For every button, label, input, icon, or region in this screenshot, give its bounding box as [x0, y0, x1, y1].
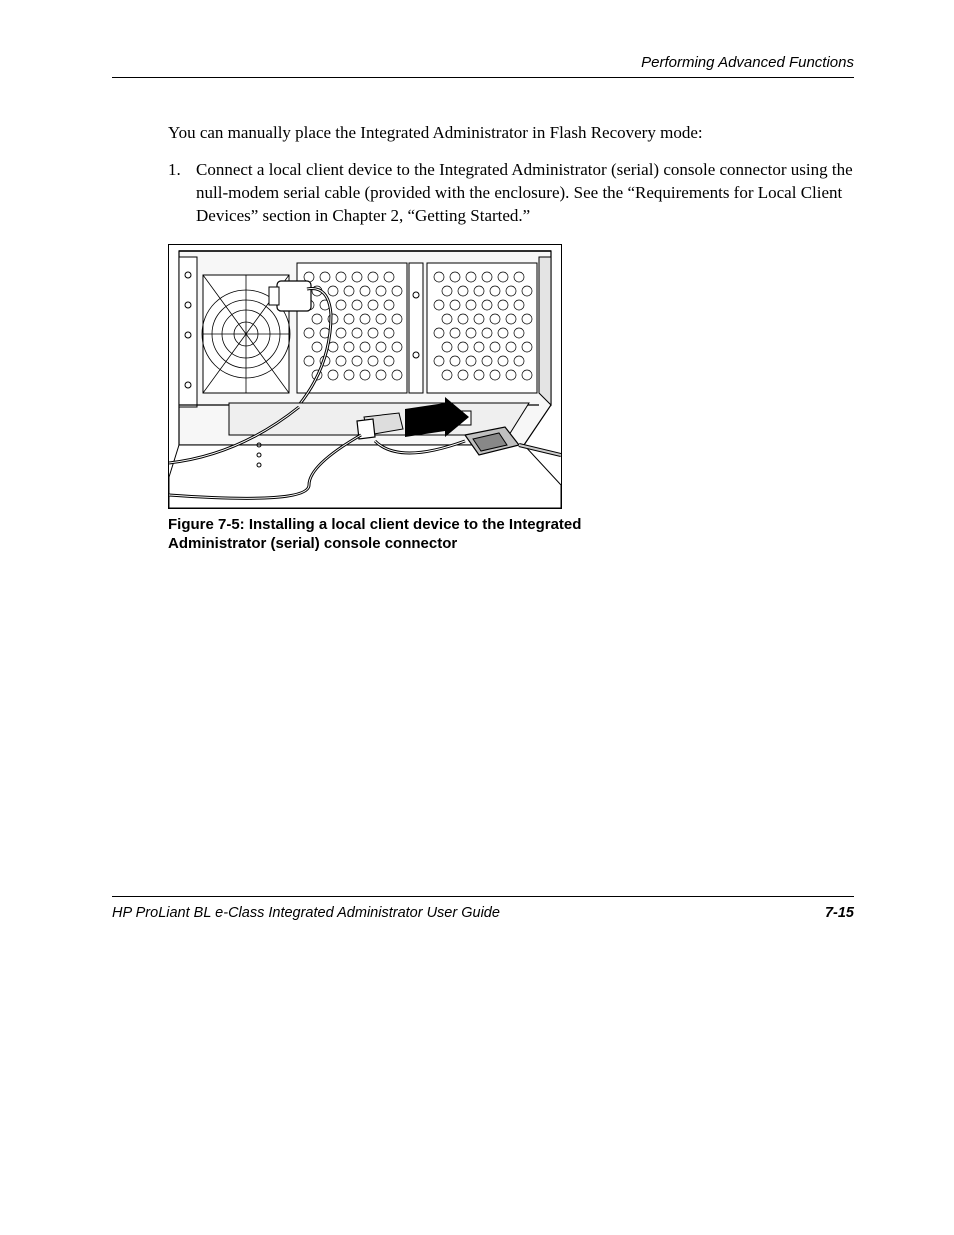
list-item: 1. Connect a local client device to the … — [168, 159, 854, 228]
page-footer: HP ProLiant BL e-Class Integrated Admini… — [112, 896, 854, 921]
list-item-text: Connect a local client device to the Int… — [196, 159, 854, 228]
page-header: Performing Advanced Functions — [112, 54, 854, 78]
intro-paragraph: You can manually place the Integrated Ad… — [168, 122, 854, 145]
list-item-number: 1. — [168, 159, 196, 228]
section-title: Performing Advanced Functions — [641, 54, 854, 71]
footer-guide-title: HP ProLiant BL e-Class Integrated Admini… — [112, 905, 500, 921]
figure-caption: Figure 7-5: Installing a local client de… — [168, 515, 588, 554]
document-page: Performing Advanced Functions You can ma… — [0, 0, 954, 1235]
figure-container: Figure 7-5: Installing a local client de… — [168, 244, 854, 554]
ordered-list: 1. Connect a local client device to the … — [168, 159, 854, 228]
footer-page-number: 7-15 — [825, 905, 854, 921]
figure-illustration — [168, 244, 562, 509]
device-line-drawing-icon — [169, 245, 561, 508]
